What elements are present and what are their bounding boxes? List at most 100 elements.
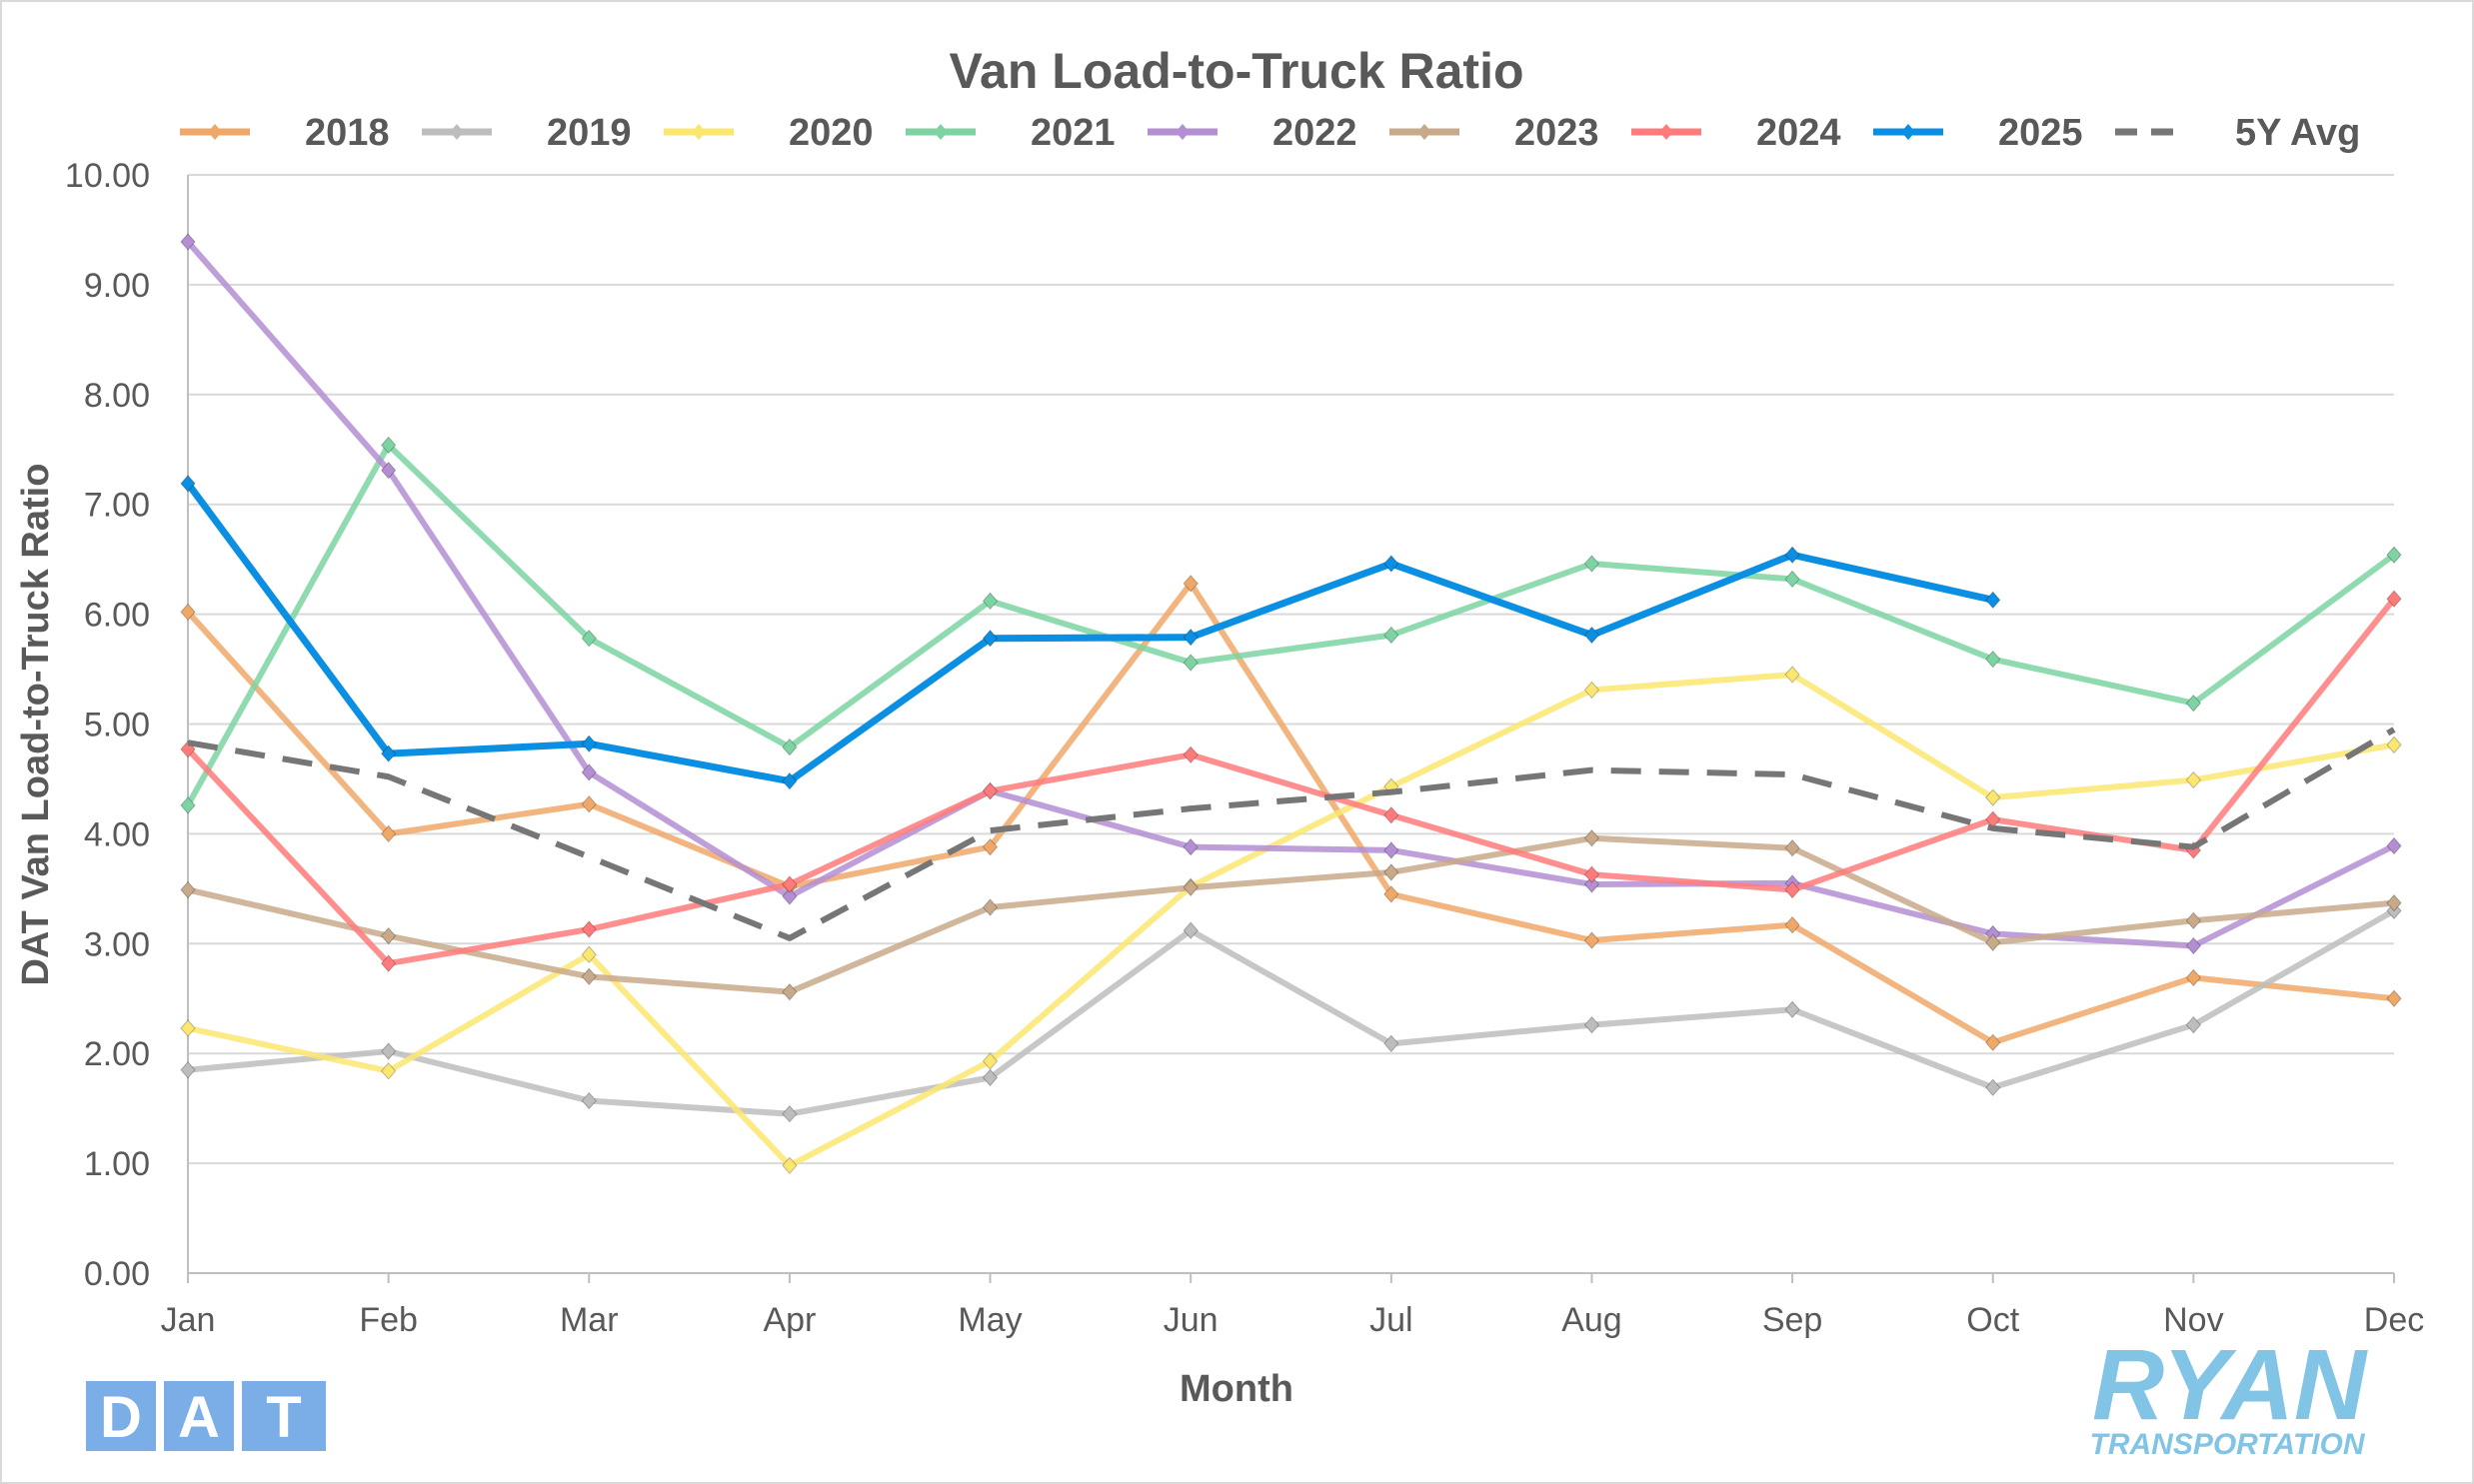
y-tick-label: 9.00 bbox=[84, 267, 150, 305]
data-point bbox=[1985, 933, 2001, 951]
data-point bbox=[1383, 1034, 1399, 1053]
data-point bbox=[2185, 911, 2202, 929]
y-tick-label: 7.00 bbox=[84, 487, 150, 525]
data-point bbox=[581, 920, 597, 938]
legend-label: 2022 bbox=[1272, 112, 1357, 154]
legend-marker bbox=[1659, 124, 1673, 140]
legend-label: 5Y Avg bbox=[2235, 112, 2360, 154]
data-point bbox=[180, 1019, 196, 1037]
legend-label: 2019 bbox=[547, 112, 632, 154]
series-line bbox=[185, 240, 2396, 949]
data-point bbox=[782, 738, 798, 756]
data-point bbox=[581, 763, 597, 781]
data-point bbox=[1183, 745, 1199, 764]
data-point bbox=[782, 887, 798, 905]
data-point bbox=[380, 744, 397, 762]
data-point bbox=[2185, 936, 2202, 955]
series-line bbox=[187, 907, 2396, 1117]
series-2023 bbox=[180, 829, 2402, 1001]
y-tick-label: 10.00 bbox=[65, 157, 150, 195]
y-tick-label: 8.00 bbox=[84, 377, 150, 415]
y-tick-label: 5.00 bbox=[84, 707, 150, 744]
data-point bbox=[1383, 626, 1399, 645]
data-point bbox=[380, 926, 397, 945]
svg-text:A: A bbox=[178, 1385, 220, 1450]
dat-logo: D A T bbox=[86, 1381, 326, 1451]
data-point bbox=[1183, 921, 1199, 939]
data-point bbox=[1383, 841, 1399, 859]
series-line bbox=[185, 481, 1994, 785]
data-point bbox=[982, 1052, 999, 1070]
x-axis-title: Month bbox=[1180, 1368, 1293, 1410]
data-point bbox=[1784, 915, 1800, 934]
x-tick-label: May bbox=[958, 1301, 1022, 1339]
data-point bbox=[1583, 865, 1600, 883]
x-tick-label: Nov bbox=[2163, 1301, 2223, 1339]
legend-label: 2024 bbox=[1756, 112, 1841, 154]
data-point bbox=[1583, 1015, 1600, 1034]
data-point bbox=[1183, 575, 1199, 593]
x-tick-label: Feb bbox=[359, 1301, 418, 1339]
chart-title: Van Load-to-Truck Ratio bbox=[949, 43, 1523, 99]
x-tick-label: Aug bbox=[1561, 1301, 1622, 1339]
data-point bbox=[1985, 788, 2001, 806]
data-point bbox=[782, 1104, 798, 1123]
series-2021 bbox=[180, 436, 2402, 814]
data-point bbox=[1985, 810, 2001, 828]
data-point bbox=[180, 233, 196, 251]
data-point bbox=[1583, 931, 1600, 949]
legend-marker bbox=[208, 124, 222, 140]
series-2025 bbox=[180, 475, 2001, 790]
series-2019 bbox=[180, 901, 2402, 1123]
series-line bbox=[187, 727, 2396, 941]
data-point bbox=[1985, 591, 2001, 610]
series-2020 bbox=[180, 666, 2402, 1175]
legend-marker bbox=[1176, 124, 1190, 140]
x-tick-label: Jan bbox=[161, 1301, 216, 1339]
data-point bbox=[581, 945, 597, 964]
data-point bbox=[982, 1068, 999, 1087]
data-point bbox=[380, 954, 397, 972]
data-point bbox=[2185, 968, 2202, 987]
data-point bbox=[180, 475, 196, 493]
legend-label: 2025 bbox=[1998, 112, 2083, 154]
series-line bbox=[185, 580, 2395, 1046]
data-point bbox=[180, 880, 196, 899]
data-point bbox=[380, 436, 397, 455]
data-point bbox=[1583, 681, 1600, 700]
y-tick-label: 1.00 bbox=[84, 1145, 150, 1183]
data-point bbox=[1383, 555, 1399, 573]
data-point bbox=[1784, 666, 1800, 684]
data-point bbox=[1985, 1078, 2001, 1097]
legend-marker bbox=[450, 124, 464, 140]
ryan-transportation-logo: RYAN TRANSPORTATION bbox=[2090, 1329, 2368, 1461]
data-point bbox=[1183, 628, 1199, 647]
data-point bbox=[2185, 694, 2202, 713]
y-tick-label: 2.00 bbox=[84, 1035, 150, 1073]
data-point bbox=[1784, 880, 1800, 899]
data-point bbox=[782, 1156, 798, 1175]
y-tick-label: 3.00 bbox=[84, 925, 150, 963]
data-point bbox=[380, 461, 397, 480]
y-tick-label: 0.00 bbox=[84, 1255, 150, 1293]
legend-label: 2023 bbox=[1514, 112, 1599, 154]
series-line bbox=[185, 442, 2396, 807]
data-point bbox=[1383, 805, 1399, 824]
data-point bbox=[782, 982, 798, 1001]
legend-marker bbox=[692, 124, 706, 140]
data-point bbox=[380, 1042, 397, 1060]
data-point bbox=[1583, 626, 1600, 645]
data-point bbox=[1583, 555, 1600, 573]
series-2022 bbox=[180, 233, 2402, 955]
data-point bbox=[982, 898, 999, 916]
svg-text:RYAN: RYAN bbox=[2092, 1329, 2368, 1441]
legend-label: 2018 bbox=[305, 112, 390, 154]
data-point bbox=[581, 735, 597, 753]
legend-marker bbox=[1417, 124, 1431, 140]
x-tick-label: Apr bbox=[763, 1301, 816, 1339]
data-point bbox=[1985, 650, 2001, 669]
data-point bbox=[581, 967, 597, 986]
data-point bbox=[982, 837, 999, 856]
